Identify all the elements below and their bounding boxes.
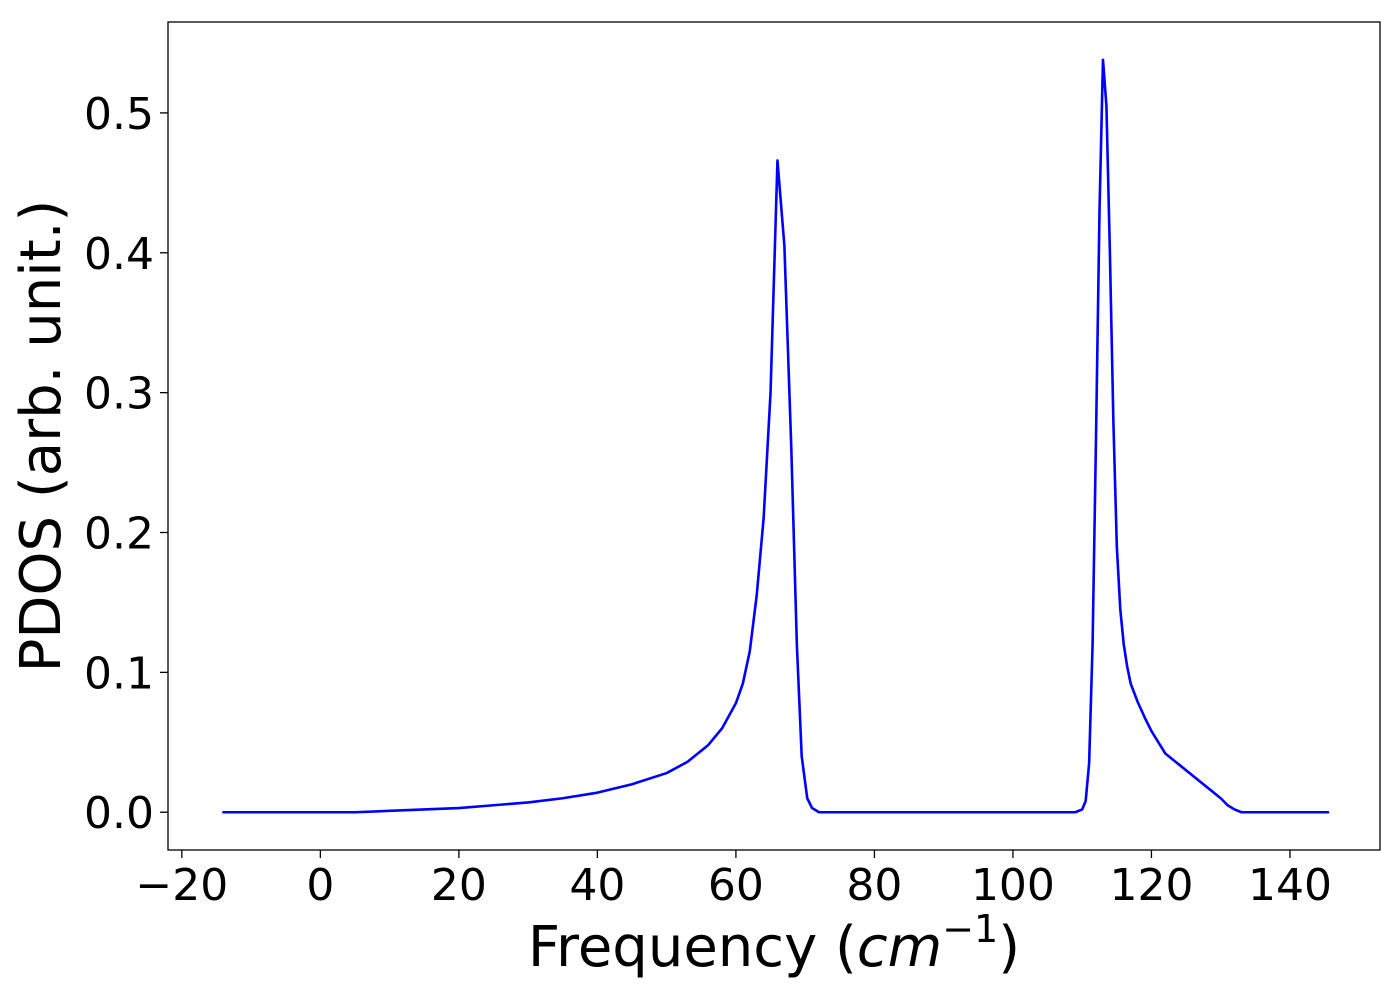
y-tick-label: 0.4 [84, 229, 154, 280]
x-tick-label: 100 [971, 860, 1055, 911]
x-tick-label: 120 [1109, 860, 1193, 911]
x-tick-label: 80 [846, 860, 902, 911]
y-tick-label: 0.0 [84, 788, 154, 839]
x-tick-label: 40 [569, 860, 625, 911]
y-tick-label: 0.1 [84, 648, 154, 699]
y-axis-label: PDOS (arb. unit.) [9, 200, 74, 673]
x-axis-label-prefix: Frequency ( [528, 915, 857, 980]
y-axis-ticks: 0.0 0.1 0.2 0.3 0.4 0.5 [84, 89, 168, 839]
x-axis-ticks: −20 0 20 40 60 80 100 120 140 [135, 850, 1332, 911]
x-axis-label-unit: cm [857, 915, 942, 980]
x-tick-label: −20 [135, 860, 228, 911]
x-axis-label-suffix: ) [998, 915, 1020, 980]
x-tick-label: 20 [431, 860, 487, 911]
x-tick-label: 140 [1248, 860, 1332, 911]
plot-frame [167, 21, 1381, 851]
x-tick-label: 60 [708, 860, 764, 911]
x-tick-label: 0 [306, 860, 334, 911]
y-tick-label: 0.3 [84, 369, 154, 420]
x-axis-label-exponent: −1 [942, 907, 998, 951]
pdos-series-line-0 [222, 58, 1330, 814]
y-tick-label: 0.5 [84, 89, 154, 140]
plot-lines [222, 58, 1330, 814]
x-axis-label: Frequency (cm−1) [528, 907, 1020, 980]
y-tick-label: 0.2 [84, 509, 154, 560]
